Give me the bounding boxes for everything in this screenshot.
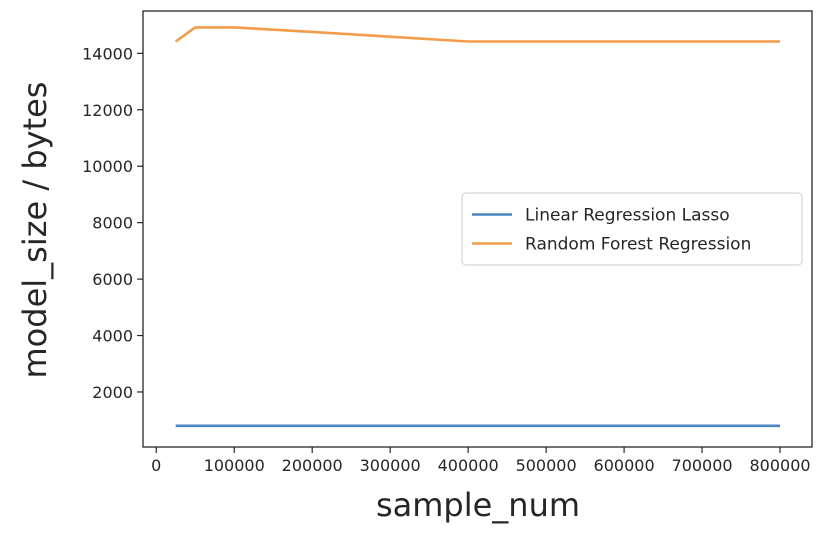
y-tick-label: 12000 — [82, 101, 133, 120]
y-axis-label: model_size / bytes — [16, 82, 54, 379]
legend-box — [461, 192, 803, 266]
y-tick-label: 6000 — [92, 270, 133, 289]
x-tick-label: 500000 — [516, 456, 577, 475]
x-tick-label: 200000 — [282, 456, 343, 475]
x-tick-label: 100000 — [204, 456, 265, 475]
series-line-2 — [174, 26, 780, 43]
legend-label-1: Linear Regression Lasso — [525, 206, 730, 226]
x-tick-label: 400000 — [438, 456, 499, 475]
y-tick-label: 10000 — [82, 157, 133, 176]
y-tick-label: 4000 — [92, 327, 133, 346]
y-axis-ticks: 2000 4000 6000 8000 10000 12000 14000 — [82, 44, 143, 402]
legend: Linear Regression Lasso Random Forest Reg… — [461, 192, 803, 266]
x-axis-ticks: 0 100000 200000 300000 400000 500000 600000 700… — [151, 447, 811, 475]
x-tick-label: 300000 — [360, 456, 421, 475]
x-tick-label: 0 — [151, 456, 161, 475]
legend-label-2: Random Forest Regression — [525, 235, 751, 255]
x-tick-label: 800000 — [749, 456, 810, 475]
y-tick-label: 2000 — [92, 383, 133, 402]
plot-area — [142, 10, 813, 448]
y-tick-label: 8000 — [92, 214, 133, 233]
y-tick-label: 14000 — [82, 44, 133, 63]
x-axis-label: sample_num — [376, 486, 580, 524]
x-tick-label: 600000 — [594, 456, 655, 475]
series-lines — [174, 26, 780, 428]
plot-frame — [142, 10, 813, 448]
x-tick-label: 700000 — [672, 456, 733, 475]
